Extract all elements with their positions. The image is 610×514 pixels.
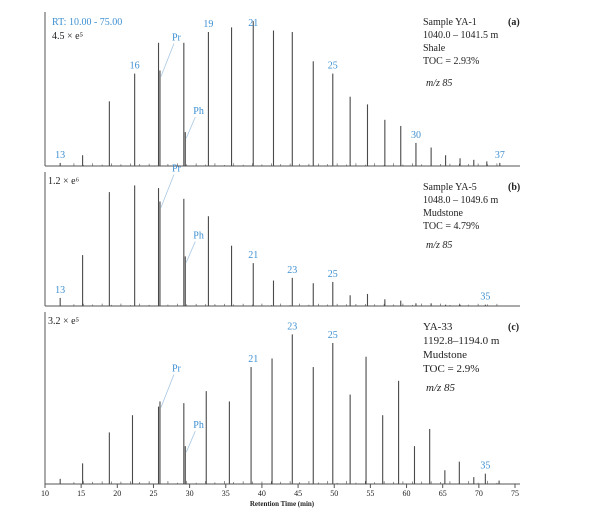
- panel-c-id: (c): [508, 322, 519, 333]
- panel-b-info-2: 1048.0 – 1049.6 m: [423, 195, 499, 206]
- panel-c-scale: 3.2 × e⁵: [48, 316, 79, 327]
- panel-c-pr-leader: [160, 374, 175, 408]
- x-tick-label: 25: [149, 489, 157, 498]
- panel-b-id: (b): [508, 182, 520, 193]
- panel-a-carbon-label: 37: [495, 150, 505, 161]
- panel-a-info-4: TOC = 2.93%: [423, 56, 479, 67]
- panel-c-pr-label: Pr: [172, 363, 182, 374]
- panel-b-info-1: Sample YA-5: [423, 182, 477, 193]
- panel-a-info-2: 1040.0 – 1041.5 m: [423, 30, 499, 41]
- panel-a-info-3: Shale: [423, 43, 446, 54]
- panel-c-ph-label: Ph: [193, 420, 204, 431]
- x-tick-label: 70: [475, 489, 483, 498]
- x-tick-label: 35: [222, 489, 230, 498]
- panel-b-carbon-label: 23: [287, 265, 297, 276]
- panel-b-peak-labels: Pr Ph 13 21 23 25 35: [55, 163, 490, 302]
- panel-c-mz: m/z 85: [426, 382, 456, 394]
- panel-b-carbon-label: 13: [55, 285, 65, 296]
- panel-c-peak-labels: Pr Ph 21 23 25 35: [160, 321, 490, 472]
- panel-c-peaks: [59, 334, 500, 484]
- panel-b-ph-leader: [185, 241, 196, 263]
- panel-b-info-4: TOC = 4.79%: [423, 221, 479, 232]
- panel-a-carbon-label: 16: [130, 61, 140, 72]
- panel-b-scale: 1.2 × e⁶: [48, 176, 80, 187]
- panel-a-pr-label: Pr: [172, 33, 182, 44]
- panel-a-carbon-label: 30: [411, 130, 421, 141]
- x-axis: 10 15 20 25 30 35 40 45 50 55 60 65 70 75: [41, 484, 519, 498]
- panel-a-mz: m/z 85: [426, 78, 452, 89]
- x-tick-label: 40: [258, 489, 266, 498]
- panel-a-carbon-label: 19: [203, 19, 213, 30]
- panel-c-info-2: 1192.8–1194.0 m: [423, 335, 500, 347]
- x-tick-label: 10: [41, 489, 49, 498]
- panel-a-peak-labels: Pr Ph 13 16 19 21 25 30 37: [55, 18, 505, 161]
- x-tick-label: 15: [77, 489, 85, 498]
- panel-c-carbon-label: 35: [480, 461, 490, 472]
- panel-b-mz: m/z 85: [426, 240, 452, 251]
- x-tick-label: 65: [439, 489, 447, 498]
- x-axis-label: Retention Time (min): [250, 500, 315, 508]
- x-tick-label: 75: [511, 489, 519, 498]
- panel-a-carbon-label: 21: [248, 18, 258, 29]
- panel-c-carbon-label: 25: [328, 330, 338, 341]
- x-tick-label: 30: [186, 489, 194, 498]
- x-tick-label: 45: [294, 489, 302, 498]
- panel-b-info-3: Mudstone: [423, 208, 464, 219]
- panel-a-carbon-label: 25: [328, 61, 338, 72]
- x-tick-label: 55: [366, 489, 374, 498]
- panel-a-pr-leader: [160, 43, 175, 77]
- panel-c-info-3: Mudstone: [423, 349, 467, 361]
- panel-c-info-4: TOC = 2.9%: [423, 363, 479, 375]
- panel-b-carbon-label: 21: [248, 250, 258, 261]
- panel-a-scale: 4.5 × e⁵: [52, 31, 83, 42]
- panel-c-info-1: YA-33: [423, 321, 453, 333]
- panel-b-carbon-label: 35: [480, 292, 490, 303]
- panel-a-peaks: [59, 21, 501, 166]
- panel-c: Pr Ph 21 23 25 35 3.2 × e⁵ (c) YA-33 1192.8–1…: [44, 312, 520, 485]
- panel-b-carbon-label: 25: [328, 269, 338, 280]
- panel-c-carbon-label: 23: [287, 321, 297, 332]
- panel-a-carbon-label: 13: [55, 150, 65, 161]
- panel-a-ph-leader: [185, 116, 196, 139]
- x-tick-label: 60: [403, 489, 411, 498]
- panel-a-rt-range: RT: 10.00 - 75.00: [52, 17, 122, 28]
- panel-b-pr-leader: [160, 174, 175, 208]
- panel-a-ph-label: Ph: [193, 106, 204, 117]
- panel-a-id: (a): [508, 17, 520, 28]
- panel-a-info-1: Sample YA-1: [423, 17, 477, 28]
- panel-c-ph-leader: [185, 431, 196, 453]
- x-tick-label: 20: [113, 489, 121, 498]
- panel-b-ph-label: Ph: [193, 230, 204, 241]
- x-tick-label: 50: [330, 489, 338, 498]
- panel-a: Pr Ph 13 16 19 21 25 30 37 RT: 10.00 - 75.00 4.5…: [44, 12, 520, 167]
- panel-b-pr-label: Pr: [172, 163, 182, 174]
- panel-c-carbon-label: 21: [248, 354, 258, 365]
- panel-b-peaks: [59, 185, 498, 306]
